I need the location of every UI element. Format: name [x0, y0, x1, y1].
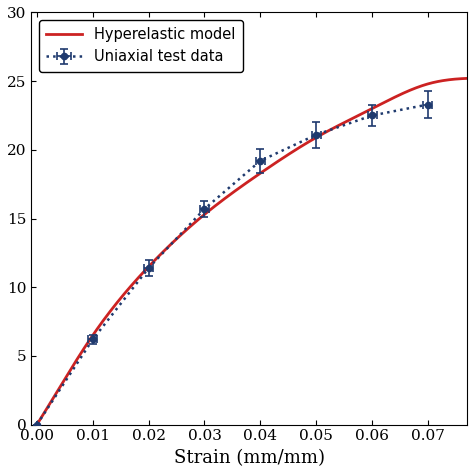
Legend: Hyperelastic model, Uniaxial test data: Hyperelastic model, Uniaxial test data [38, 20, 243, 72]
X-axis label: Strain (mm/mm): Strain (mm/mm) [173, 449, 325, 467]
Hyperelastic model [454, 76, 460, 82]
Hyperelastic model [267, 164, 273, 170]
Hyperelastic model [387, 97, 392, 103]
Hyperelastic model [238, 184, 244, 190]
Hyperelastic model [464, 75, 470, 81]
Line: Hyperelastic model: Hyperelastic model [37, 78, 467, 425]
Hyperelastic model [241, 182, 246, 188]
Hyperelastic model [290, 149, 296, 155]
Hyperelastic model [34, 422, 40, 428]
